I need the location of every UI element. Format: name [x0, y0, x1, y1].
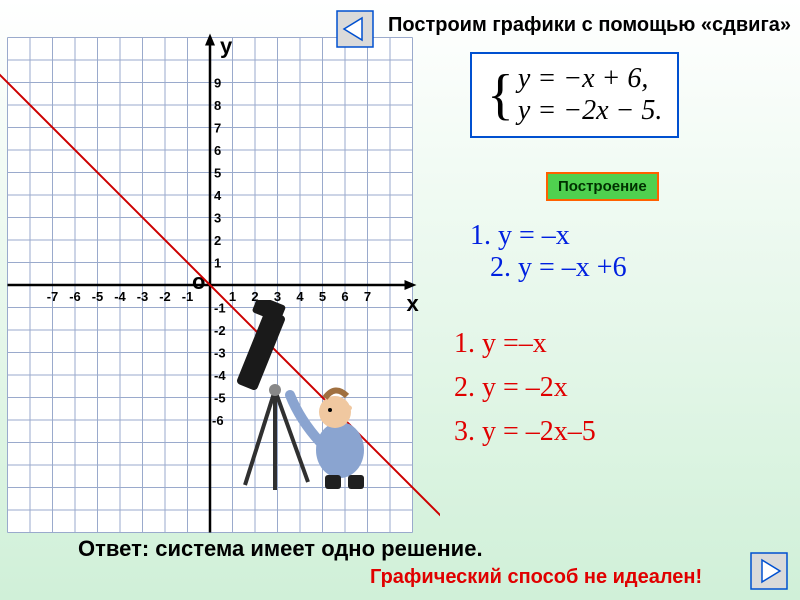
system-eq-1: y = −x + 6,: [518, 63, 663, 95]
red-step-2: 2. y = –2x: [454, 372, 596, 404]
red-steps: 1. y =–x 2. y = –2x 3. y = –2x–5: [454, 328, 596, 448]
svg-text:8: 8: [214, 98, 221, 113]
svg-text:-5: -5: [92, 289, 104, 304]
blue-step-1: 1. y = –x: [470, 220, 627, 252]
svg-text:9: 9: [214, 76, 221, 91]
svg-text:5: 5: [214, 166, 221, 181]
svg-text:y: y: [220, 34, 233, 59]
equation-system-box: { y = −x + 6, y = −2x − 5.: [470, 52, 679, 138]
blue-step-2: 2. y = –x +6: [490, 252, 627, 284]
answer-text: Ответ: система имеет одно решение.: [78, 536, 483, 562]
svg-text:-7: -7: [47, 289, 59, 304]
nav-next-button[interactable]: [750, 552, 788, 590]
svg-text:-3: -3: [137, 289, 149, 304]
svg-text:4: 4: [214, 188, 222, 203]
svg-text:-4: -4: [114, 289, 126, 304]
svg-text:6: 6: [214, 143, 221, 158]
red-step-3: 3. y = –2x–5: [454, 416, 596, 448]
build-button[interactable]: Построение: [546, 172, 659, 201]
blue-steps: 1. y = –x 2. y = –x +6: [470, 220, 627, 284]
footer-warning: Графический способ не идеален!: [370, 566, 702, 589]
nav-back-button[interactable]: [336, 10, 374, 48]
arrow-left-icon: [336, 10, 374, 48]
svg-text:7: 7: [214, 121, 221, 136]
system-eq-2: y = −2x − 5.: [518, 95, 663, 127]
svg-text:2: 2: [214, 233, 221, 248]
page-title: Построим графики с помощью «сдвига»: [388, 14, 791, 37]
svg-text:-1: -1: [182, 289, 194, 304]
svg-text:1: 1: [214, 256, 221, 271]
svg-text:-6: -6: [69, 289, 81, 304]
arrow-right-icon: [750, 552, 788, 590]
svg-text:3: 3: [214, 211, 221, 226]
red-step-1: 1. y =–x: [454, 328, 596, 360]
svg-text:x: x: [407, 291, 420, 316]
svg-text:-2: -2: [159, 289, 171, 304]
illustration-telescope: [220, 300, 400, 500]
